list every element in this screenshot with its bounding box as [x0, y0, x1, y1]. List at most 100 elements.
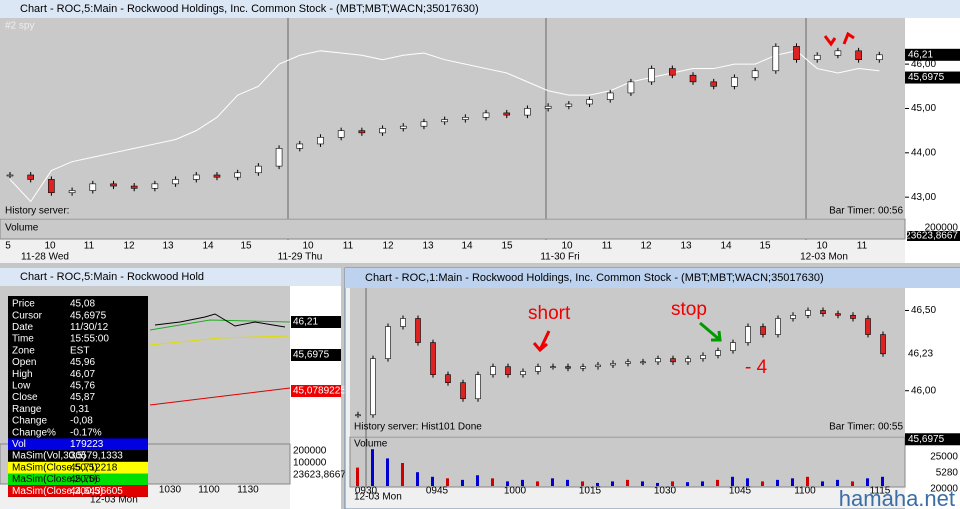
- candle: [835, 313, 841, 316]
- candle: [130, 185, 138, 189]
- row-value: 11/30/12: [70, 322, 109, 333]
- price-box-label: 45,6975: [908, 72, 945, 83]
- row-bg: [8, 438, 148, 451]
- candle: [595, 364, 601, 367]
- annotation: short: [528, 303, 571, 324]
- arrow: [532, 330, 551, 353]
- x-tick-label: 15: [759, 241, 771, 252]
- spy-line: [9, 50, 880, 203]
- price-tick-label: 46,00: [911, 59, 936, 70]
- title-bar: [345, 268, 960, 288]
- day-label: 12-03 Mon: [800, 252, 848, 263]
- data-window: Price 45,08 Cursor 45,6975 Date 11/30/12 Time 1…: [8, 296, 148, 497]
- overlay-label: #2 spy: [5, 21, 34, 32]
- price-box-label: 46,23: [908, 348, 933, 359]
- volume-bar: [431, 476, 434, 486]
- x-tick-label: 10: [44, 241, 56, 252]
- candle: [358, 130, 366, 134]
- row-label: Time: [12, 334, 34, 345]
- volume-bar: [791, 478, 794, 486]
- candle: [565, 366, 571, 369]
- candle: [710, 81, 718, 87]
- candle: [151, 183, 159, 189]
- volume-bar: [701, 481, 704, 486]
- volume-bar: [506, 481, 509, 486]
- price-box: [905, 71, 960, 84]
- candle: [731, 77, 738, 87]
- candle: [430, 342, 436, 375]
- x-tick-label: 0945: [426, 486, 449, 497]
- x-tick-label: 14: [202, 241, 214, 252]
- history-label: History server:: [5, 206, 69, 217]
- candle: [565, 103, 573, 107]
- price-box: [291, 316, 341, 328]
- row-bg: [8, 485, 148, 497]
- x-tick-label: 15: [501, 241, 513, 252]
- volume-bar: [416, 472, 419, 486]
- candle: [850, 314, 856, 319]
- volume-panel: [349, 436, 906, 488]
- candle: [462, 117, 469, 120]
- candle: [110, 183, 117, 187]
- x-tick-label: 12: [640, 241, 652, 252]
- candle: [751, 70, 759, 78]
- row-value: 45,712218: [70, 462, 118, 473]
- candle: [606, 92, 614, 100]
- volume-bar: [446, 478, 449, 486]
- volume-label: Volume: [5, 223, 39, 234]
- price-box-label: 45,6975: [908, 434, 945, 445]
- row-value: 45,08: [70, 299, 95, 310]
- candle: [482, 112, 490, 118]
- price-axis: [905, 288, 960, 509]
- volume-bar: [836, 479, 839, 486]
- x-tick-label: 1015: [579, 486, 602, 497]
- day-label: 11-28 Wed: [21, 252, 69, 263]
- row-label: MaSim(Vol,30,5): [12, 451, 86, 462]
- row-value: 46,07: [70, 369, 95, 380]
- candle: [730, 342, 736, 351]
- window-title: Chart - ROC,5:Main - Rockwood Hold: [20, 271, 204, 283]
- candle: [89, 183, 97, 191]
- row-bg: [8, 461, 148, 474]
- candle: [610, 363, 616, 366]
- row-label: Zone: [12, 345, 35, 356]
- row-value: EST: [70, 345, 89, 356]
- candle: [669, 68, 676, 76]
- candle: [255, 165, 262, 174]
- title-bar: [0, 0, 960, 18]
- price-tick-label: 46,00: [911, 385, 936, 396]
- candle: [379, 128, 386, 134]
- day-label: 11-30 Fri: [540, 252, 579, 263]
- window-title: Chart - ROC,5:Main - Rockwood Holdings, …: [20, 3, 479, 15]
- price-box-label: 46,21: [293, 317, 318, 328]
- plot: [0, 18, 905, 218]
- candle: [420, 121, 428, 127]
- candle: [355, 414, 361, 417]
- day-label: 11-29 Thu: [278, 252, 323, 263]
- volume-bar: [521, 479, 524, 486]
- candle: [505, 366, 511, 375]
- x-tick-label: 1130: [237, 485, 259, 496]
- price-tick-label: 45,00: [911, 103, 936, 114]
- volume-bar: [671, 481, 674, 486]
- candle: [834, 50, 842, 56]
- candle: [772, 46, 780, 72]
- row-value: 44,6436605: [70, 486, 123, 497]
- candle: [68, 190, 76, 194]
- volume-bar: [551, 478, 554, 486]
- candle: [535, 366, 541, 372]
- candle: [715, 350, 721, 356]
- candle: [296, 143, 304, 149]
- price-box: [905, 48, 960, 61]
- row-label: Low: [12, 381, 31, 392]
- volume-bar: [866, 478, 869, 486]
- candle: [805, 310, 811, 316]
- candle: [865, 318, 871, 335]
- candle: [48, 179, 55, 194]
- watermark: hamaha.net: [839, 486, 955, 509]
- vol-last: 23623,8667: [905, 231, 958, 242]
- volume-bar: [881, 476, 884, 486]
- candle: [524, 108, 531, 116]
- volume-bar: [821, 481, 824, 486]
- x-tick-label: 11: [343, 241, 354, 252]
